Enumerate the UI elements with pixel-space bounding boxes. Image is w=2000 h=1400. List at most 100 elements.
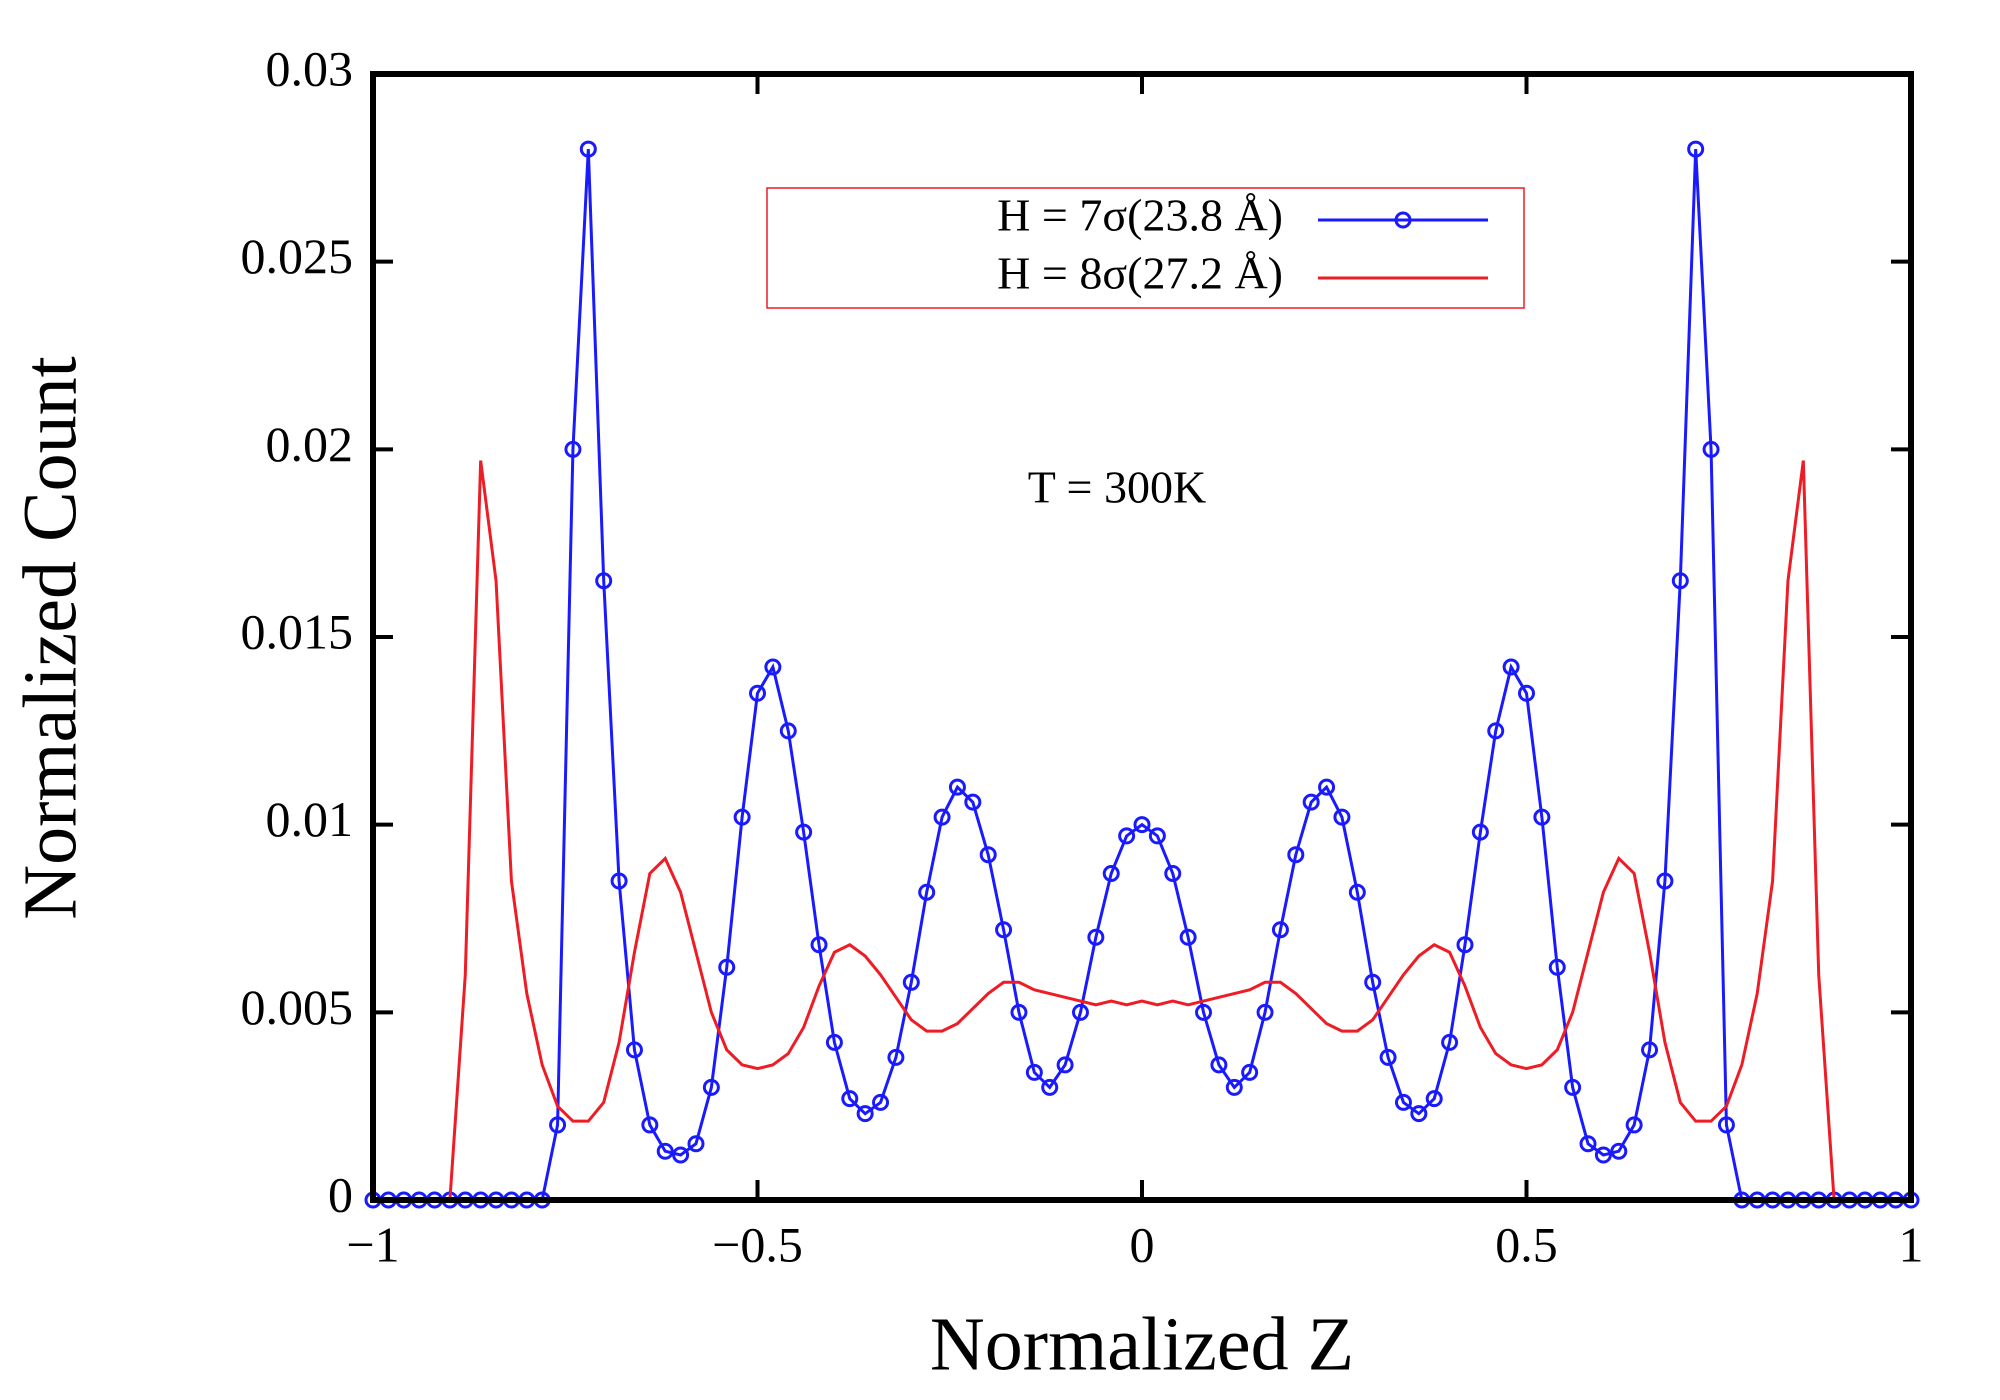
x-tick-label: −1	[346, 1216, 399, 1272]
series-marker	[1179, 928, 1197, 946]
x-tick-label: 0	[1130, 1216, 1155, 1272]
series-marker	[1456, 936, 1474, 954]
series-marker	[564, 440, 582, 458]
series-marker	[995, 921, 1013, 939]
series-marker	[1518, 684, 1535, 702]
series-marker	[733, 808, 751, 826]
series-marker	[595, 572, 613, 590]
x-tick-label: 0.5	[1495, 1216, 1558, 1272]
series-marker	[749, 684, 766, 702]
series-marker	[1717, 1116, 1735, 1134]
series-marker	[1625, 1116, 1643, 1134]
series-marker	[1225, 1078, 1243, 1096]
x-tick-label: 1	[1899, 1216, 1924, 1272]
series-marker	[1410, 1105, 1428, 1123]
series-marker	[1671, 572, 1689, 590]
series-marker	[1487, 722, 1505, 740]
series-marker	[702, 1078, 720, 1096]
series-marker	[856, 1105, 874, 1123]
series-marker	[979, 846, 997, 864]
series-marker	[579, 140, 597, 158]
annotation: T = 300K	[1028, 462, 1206, 513]
series-marker	[1271, 921, 1289, 939]
series-marker	[1210, 1056, 1228, 1074]
series-marker	[1010, 1003, 1028, 1021]
series-marker	[1656, 872, 1674, 890]
series-marker	[687, 1135, 705, 1153]
series-marker	[1594, 1146, 1612, 1164]
series-marker	[1302, 793, 1320, 811]
series-marker	[1241, 1063, 1259, 1081]
series-marker	[1256, 1003, 1274, 1021]
series-marker	[1687, 140, 1705, 158]
y-axis-label: Normalized Count	[8, 356, 92, 920]
series-marker	[656, 1142, 674, 1160]
series-marker	[918, 883, 936, 901]
legend-box	[766, 187, 1525, 309]
y-tick-label: 0.005	[241, 979, 354, 1035]
series-marker	[1425, 1090, 1443, 1108]
series-marker	[549, 1116, 567, 1134]
series-marker	[1087, 928, 1105, 946]
series-marker	[1348, 883, 1366, 901]
series-marker	[964, 793, 982, 811]
series-marker	[718, 958, 736, 976]
plot-frame	[370, 71, 1914, 1203]
y-tick-label: 0.02	[266, 416, 354, 472]
series-marker	[841, 1090, 859, 1108]
series-marker	[1641, 1041, 1659, 1059]
series-marker	[1118, 827, 1136, 845]
series-marker	[1441, 1033, 1459, 1051]
series-marker	[1610, 1142, 1628, 1160]
y-tick-label: 0.015	[241, 603, 354, 659]
series-marker	[872, 1093, 890, 1111]
series-marker	[1041, 1078, 1059, 1096]
series-marker	[1333, 808, 1351, 826]
series-marker	[948, 778, 966, 796]
series-marker	[1533, 808, 1551, 826]
series-marker	[1579, 1135, 1597, 1153]
series-marker	[625, 1041, 643, 1059]
series-marker	[1394, 1093, 1412, 1111]
series-marker	[1379, 1048, 1397, 1066]
legend-label: H = 7σ(23.8 Å)	[997, 190, 1283, 241]
y-tick-label: 0.01	[266, 791, 354, 847]
legend-marker	[1394, 211, 1412, 229]
x-tick-label: −0.5	[712, 1216, 803, 1272]
legend-label: H = 8σ(27.2 Å)	[997, 248, 1283, 299]
series-marker	[610, 872, 628, 890]
series-marker	[1548, 958, 1566, 976]
series-marker	[1148, 827, 1166, 845]
y-tick-label: 0.03	[266, 40, 354, 96]
y-tick-label: 0	[328, 1166, 353, 1222]
series-line	[373, 148, 1911, 1202]
series-marker	[1364, 973, 1382, 991]
series-marker	[1318, 778, 1336, 796]
series-marker	[902, 973, 920, 991]
series-marker	[672, 1146, 690, 1164]
series-marker	[1102, 864, 1120, 882]
series-marker	[825, 1033, 843, 1051]
series-marker	[1056, 1056, 1074, 1074]
series-marker	[1564, 1078, 1582, 1096]
series-marker	[933, 808, 951, 826]
series-marker	[1287, 846, 1305, 864]
series-marker	[1702, 440, 1720, 458]
series-marker	[795, 823, 813, 841]
series-marker	[810, 936, 828, 954]
series-marker	[1133, 816, 1151, 834]
series-marker	[764, 658, 782, 676]
series-marker	[1164, 864, 1182, 882]
series-marker	[887, 1048, 905, 1066]
series-marker	[779, 722, 797, 740]
x-axis-label: Normalized Z	[930, 1302, 1354, 1386]
series-marker	[1071, 1003, 1089, 1021]
series-marker	[641, 1116, 659, 1134]
y-tick-label: 0.025	[241, 228, 354, 284]
series-marker	[1025, 1063, 1043, 1081]
series-marker	[1195, 1003, 1213, 1021]
series-marker	[1502, 658, 1520, 676]
series-line	[373, 460, 1911, 1202]
series-marker	[1471, 823, 1489, 841]
